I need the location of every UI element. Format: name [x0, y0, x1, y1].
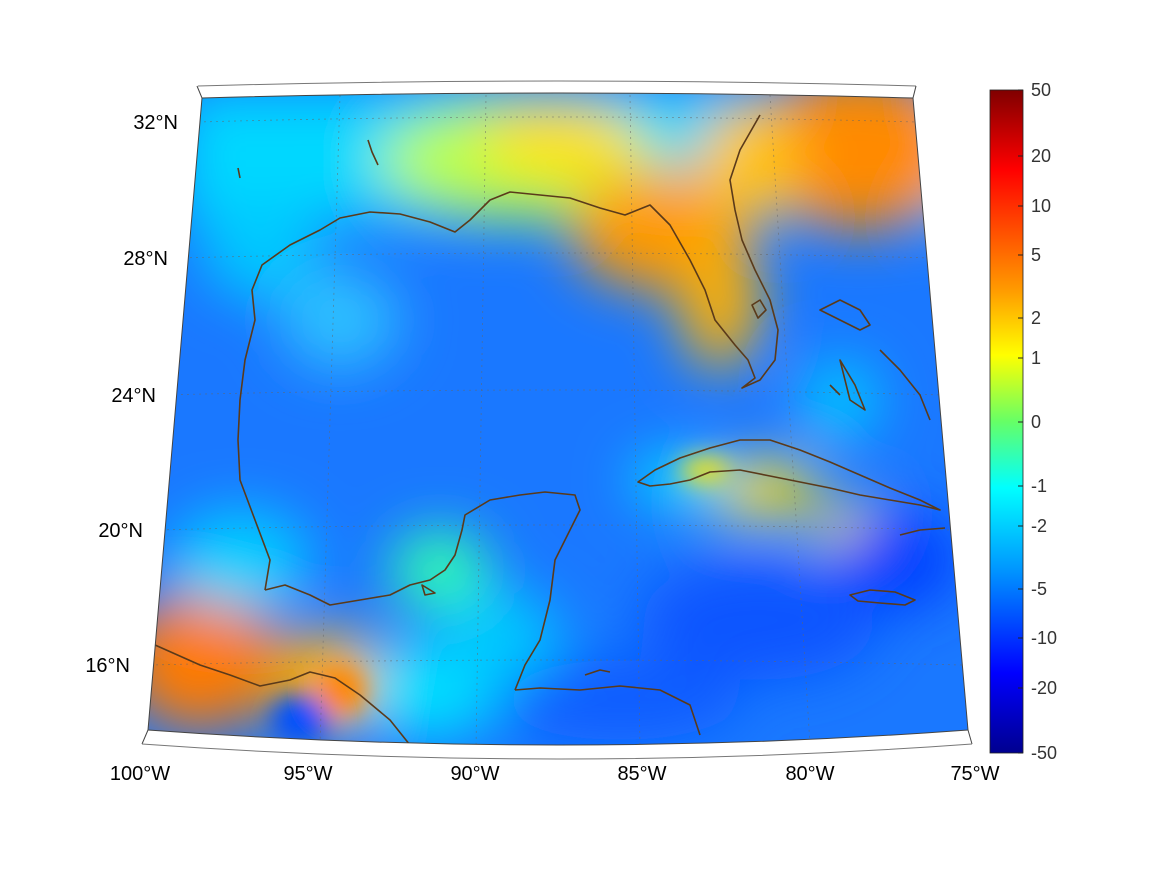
map-frame [141, 80, 973, 760]
lon-label-80: 80°W [785, 763, 834, 785]
colorbar-tick-label: 5 [1031, 245, 1041, 265]
colorbar-tick-label: 1 [1031, 348, 1041, 368]
pacific-coast [154, 644, 411, 745]
lon-label-90: 90°W [450, 763, 499, 785]
central-america-coast [514, 685, 701, 736]
colorbar-tick-label: -10 [1031, 628, 1057, 648]
data-field [148, 93, 968, 745]
colorbar-tick-label: 10 [1031, 196, 1051, 216]
hispaniola-coast [899, 527, 946, 536]
colorbar-tick-label: -20 [1031, 678, 1057, 698]
lat-label-16: 16°N [85, 655, 130, 677]
lat-label-20: 20°N [98, 520, 143, 542]
lake-okeechobee [751, 299, 767, 319]
lon-label-100: 100°W [110, 763, 170, 785]
lon-label-95: 95°W [283, 763, 332, 785]
gulf-coast-us [237, 114, 779, 591]
lat-label-28: 28°N [123, 248, 168, 270]
lat-label-32: 32°N [133, 112, 178, 134]
colorbar-gradient [989, 89, 1024, 754]
colorbar-tick-label: -2 [1031, 516, 1047, 536]
longitude-labels: 100°W 95°W 90°W 85°W 80°W 75°W [110, 763, 1000, 785]
colorbar-tick-label: -5 [1031, 579, 1047, 599]
gulf-coast-mexico [264, 491, 581, 691]
lon-label-85: 85°W [617, 763, 666, 785]
colorbar-tick-label: 0 [1031, 412, 1041, 432]
colorbar-tick-label: 20 [1031, 146, 1051, 166]
bahamas-coast [819, 299, 931, 421]
lat-label-24: 24°N [111, 385, 156, 407]
jamaica-coast [849, 589, 916, 606]
lon-label-75: 75°W [950, 763, 999, 785]
cuba-coast [637, 439, 941, 511]
coastlines [154, 114, 946, 745]
colorbar-tick-label: 50 [1031, 80, 1051, 100]
colorbar-tick-label: 2 [1031, 308, 1041, 328]
graticule [149, 94, 963, 745]
colorbar-tick-label: -1 [1031, 476, 1047, 496]
colorbar-tick-label: -50 [1031, 743, 1057, 763]
latitude-labels: 32°N 28°N 24°N 20°N 16°N [85, 112, 178, 677]
